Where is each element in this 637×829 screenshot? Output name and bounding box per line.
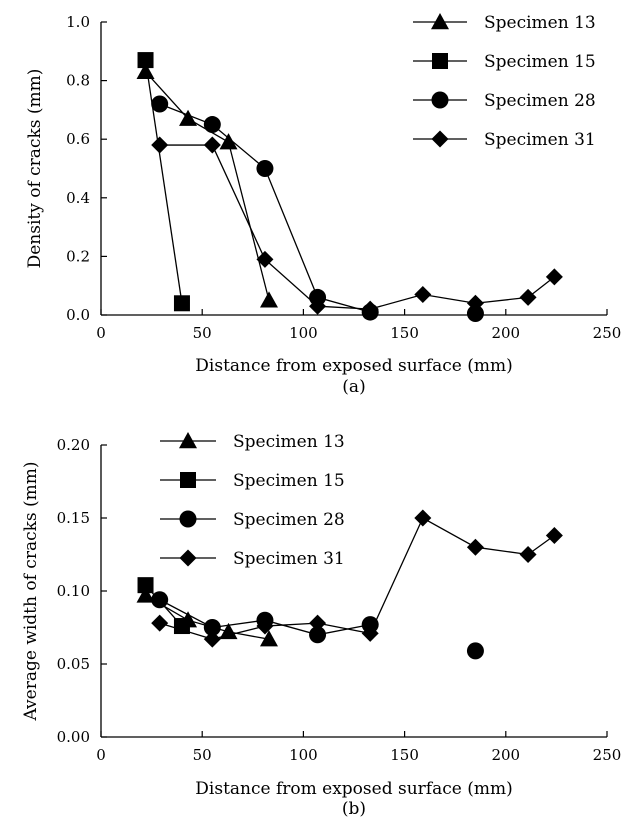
series-specimen-28: Specimen 28 [151, 91, 596, 323]
data-point [151, 95, 169, 113]
x-tick-label: 50 [193, 746, 212, 764]
data-point [414, 285, 432, 303]
data-point [466, 294, 484, 312]
legend-label: Specimen 31 [484, 130, 596, 150]
data-point [309, 626, 327, 644]
chart-panel-a: 0 50 100 150 200 250 0.0 0.2 0.4 0.6 0.8 1.0 Distanc… [25, 13, 621, 397]
legend-marker [431, 91, 449, 109]
legend-label: Specimen 31 [233, 549, 345, 569]
data-point [256, 250, 274, 268]
data-point [151, 136, 169, 154]
series-line [144, 59, 183, 304]
data-point [179, 109, 198, 126]
x-tick-label: 200 [491, 324, 520, 342]
x-tick-label: 0 [96, 324, 106, 342]
y-tick-label: 0.8 [66, 72, 90, 90]
data-point [203, 116, 221, 134]
data-point [136, 62, 155, 80]
x-tick-label: 50 [193, 324, 212, 342]
data-point [361, 616, 379, 634]
x-tick-label: 250 [593, 746, 622, 764]
x-tick-label: 0 [96, 746, 106, 764]
data-point [259, 630, 278, 647]
legend-marker [179, 549, 197, 567]
data-point [519, 288, 537, 306]
x-axis-title: Distance from exposed surface (mm) [195, 779, 512, 799]
panel-label: (b) [342, 799, 366, 819]
data-point [203, 619, 221, 636]
series-specimen-31: Specimen 31 [151, 509, 563, 648]
legend-label: Specimen 28 [484, 91, 596, 111]
x-axis-title: Distance from exposed surface (mm) [195, 356, 512, 376]
series-specimen-15: Specimen 15 [137, 471, 345, 635]
data-point [256, 160, 274, 177]
data-point [136, 586, 155, 603]
series-specimen-28: Specimen 28 [151, 510, 484, 660]
legend-label: Specimen 28 [233, 510, 345, 530]
y-tick-label: 0.20 [57, 436, 90, 454]
series-line [159, 144, 555, 310]
legend-marker [179, 432, 197, 449]
data-point [309, 614, 327, 632]
series-specimen-31: Specimen 31 [151, 130, 596, 318]
y-tick-label: 0.05 [57, 655, 90, 673]
series-specimen-15: Specimen 15 [137, 52, 596, 312]
legend-marker [431, 130, 449, 148]
data-point [173, 618, 190, 635]
data-point [361, 300, 379, 318]
x-tick-label: 150 [390, 746, 419, 764]
data-point [173, 295, 190, 312]
panel-label: (a) [342, 377, 365, 397]
data-point [151, 591, 169, 609]
data-point [545, 268, 563, 286]
data-point [219, 133, 238, 150]
y-tick-label: 0.2 [66, 247, 90, 265]
y-axis-title: Density of cracks (mm) [25, 69, 45, 269]
y-tick-label: 0.0 [66, 306, 90, 324]
data-point [309, 297, 327, 315]
legend-marker [179, 510, 197, 528]
data-point [519, 546, 537, 563]
data-point [466, 642, 484, 660]
legend-label: Specimen 15 [484, 52, 596, 72]
series-specimen-13: Specimen 13 [136, 432, 345, 647]
data-point [545, 527, 563, 545]
y-tick-label: 0.15 [57, 509, 90, 527]
x-tick-label: 150 [390, 324, 419, 342]
data-point [259, 291, 278, 308]
data-point [203, 630, 221, 648]
y-tick-label: 1.0 [66, 13, 90, 31]
data-point [414, 509, 432, 527]
x-tick-label: 100 [289, 746, 318, 764]
data-point [151, 614, 169, 632]
series-line [159, 517, 555, 640]
data-point [137, 577, 154, 594]
x-tick-label: 200 [491, 746, 520, 764]
legend-marker [432, 53, 448, 69]
legend-label: Specimen 13 [484, 13, 596, 33]
legend-marker [431, 13, 449, 30]
data-point [137, 52, 154, 69]
data-point [466, 305, 484, 323]
legend-label: Specimen 13 [233, 432, 345, 452]
data-point [361, 624, 379, 642]
y-tick-label: 0.4 [66, 189, 90, 207]
y-tick-label: 0.00 [57, 728, 90, 746]
chart-panel-b: 0 50 100 150 200 250 0.00 0.05 0.10 0.15 0.20 Dista… [21, 432, 621, 819]
data-point [203, 136, 221, 154]
legend-marker [180, 472, 196, 488]
y-axis-title: Average width of cracks (mm) [21, 461, 41, 721]
data-point [256, 617, 274, 635]
series-line [159, 103, 371, 313]
legend-label: Specimen 15 [233, 471, 345, 491]
x-tick-label: 250 [593, 324, 622, 342]
x-tick-label: 100 [289, 324, 318, 342]
y-tick-label: 0.10 [57, 582, 90, 600]
y-tick-label: 0.6 [66, 130, 90, 148]
data-point [219, 622, 238, 640]
data-point [466, 538, 484, 556]
